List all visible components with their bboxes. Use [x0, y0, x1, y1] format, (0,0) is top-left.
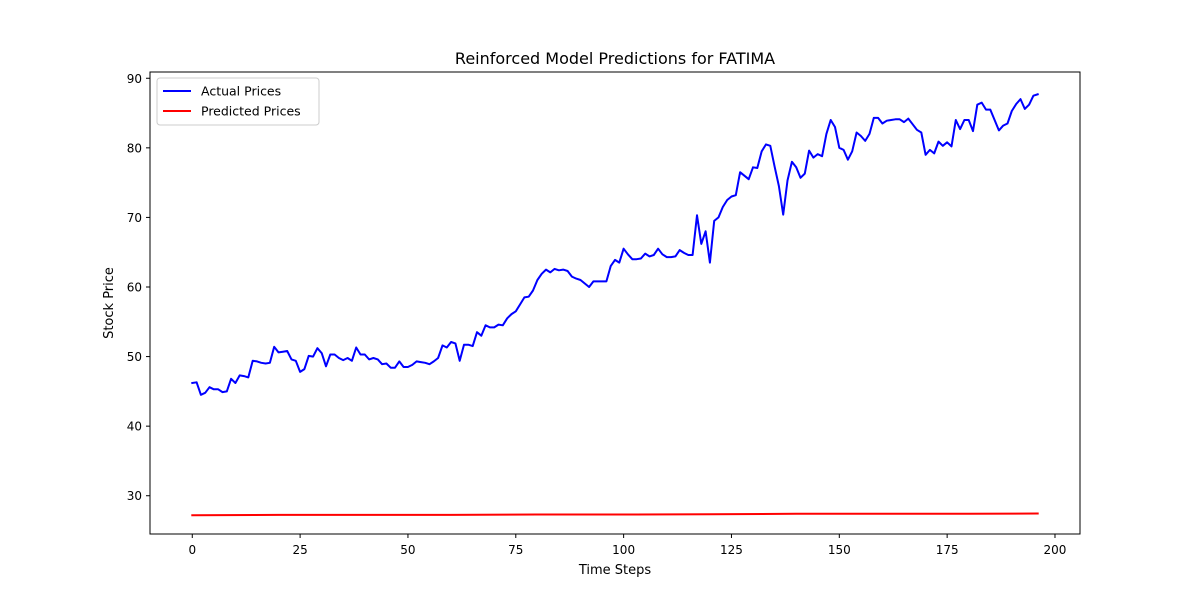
- x-tick-label: 125: [720, 543, 743, 557]
- chart-title: Reinforced Model Predictions for FATIMA: [455, 49, 775, 68]
- series-line-2: [191, 512, 1039, 517]
- x-tick-label: 25: [292, 543, 307, 557]
- y-tick-label: 50: [127, 350, 142, 364]
- x-tick-label: 175: [936, 543, 959, 557]
- y-axis: 30 40 50 60 70 80 90: [127, 72, 150, 503]
- x-tick-label: 150: [828, 543, 851, 557]
- legend-label-2: Predicted Prices: [201, 104, 301, 119]
- x-axis-label: Time Steps: [578, 563, 652, 578]
- x-tick-label: 75: [508, 543, 523, 557]
- x-tick-label: 0: [188, 543, 196, 557]
- legend: Actual Prices Predicted Prices: [156, 77, 320, 126]
- x-tick-label: 200: [1044, 543, 1067, 557]
- x-tick-label: 100: [612, 543, 635, 557]
- y-tick-label: 90: [127, 72, 142, 86]
- legend-box: [156, 77, 320, 126]
- y-tick-label: 80: [127, 141, 142, 155]
- y-tick-label: 60: [127, 280, 142, 294]
- y-tick-label: 30: [127, 489, 142, 503]
- y-tick-label: 40: [127, 420, 142, 434]
- y-tick-label: 70: [127, 211, 142, 225]
- plot-area: [191, 93, 1039, 517]
- plot-frame: [149, 71, 1081, 535]
- x-axis: 0 25 50 75 100 125 150 175 200: [188, 534, 1066, 557]
- legend-label-1: Actual Prices: [201, 84, 281, 99]
- y-axis-label: Stock Price: [102, 267, 117, 339]
- x-tick-label: 50: [400, 543, 415, 557]
- series-line-1: [191, 93, 1039, 396]
